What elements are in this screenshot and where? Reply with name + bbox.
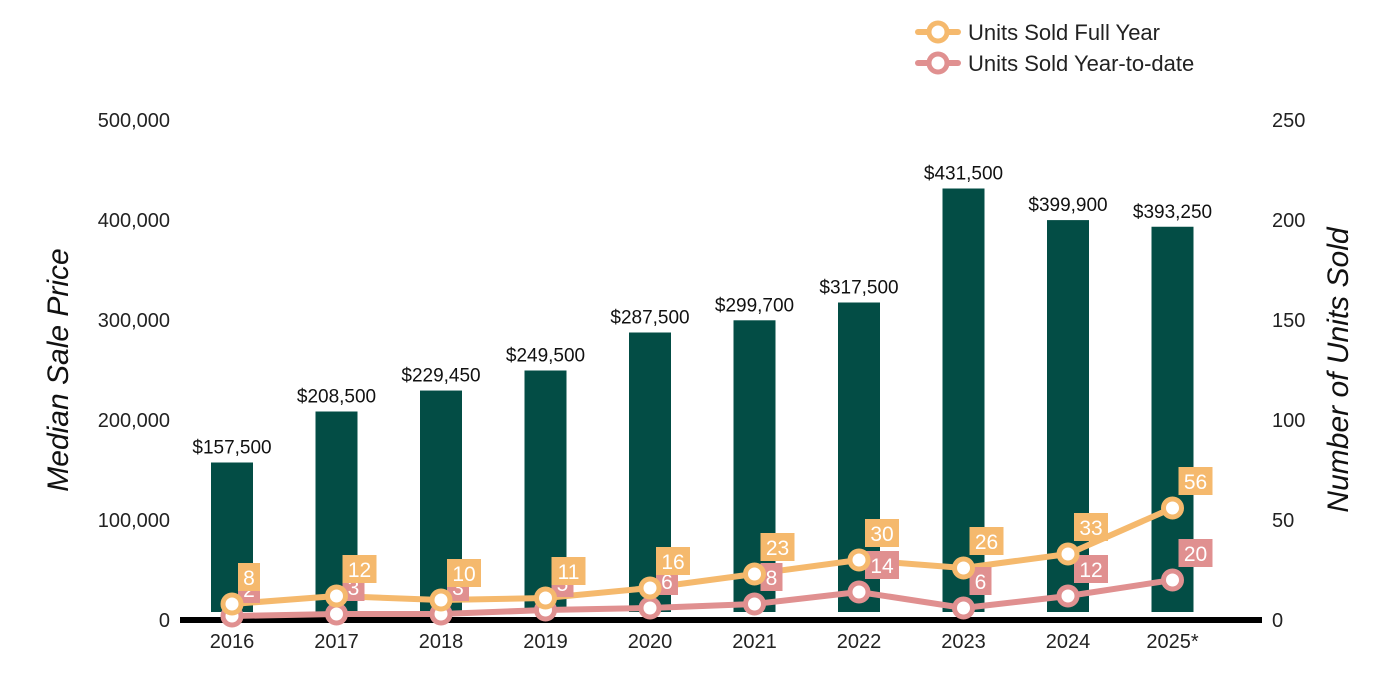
left-tick-label: 400,000 <box>98 210 170 232</box>
data-point <box>1161 496 1184 520</box>
point-label: 20 <box>1184 543 1207 566</box>
bar-value-label: $229,450 <box>401 366 480 387</box>
x-tick-label: 2024 <box>1046 631 1091 653</box>
legend-label: Units Sold Full Year <box>968 20 1160 45</box>
bar-value-label: $157,500 <box>192 438 271 459</box>
left-axis-ticks: 0 100,000 200,000 300,000 400,000 500,000 <box>98 110 170 632</box>
point-label-box <box>760 563 783 591</box>
point-label-box <box>865 551 899 579</box>
data-point <box>952 556 975 580</box>
point-label-box <box>551 557 586 585</box>
point-label-box <box>1074 555 1108 583</box>
x-tick-label: 2022 <box>837 631 882 653</box>
point-label-box <box>865 519 899 547</box>
point-label: 3 <box>452 577 464 600</box>
bar-value-label: $299,700 <box>715 295 794 316</box>
left-axis-title: Median Sale Price <box>42 248 75 491</box>
bar-series <box>211 188 1194 612</box>
point-label: 3 <box>348 577 360 600</box>
point-label: 8 <box>766 567 778 590</box>
point-label: 12 <box>348 559 371 582</box>
left-tick-label: 100,000 <box>98 510 170 532</box>
right-tick-label: 100 <box>1272 410 1305 432</box>
point-label: 14 <box>870 555 894 578</box>
point-label-box <box>342 555 377 583</box>
bar-value-label: $317,500 <box>819 278 898 299</box>
x-tick-label: 2021 <box>732 631 777 653</box>
data-point <box>1161 568 1184 592</box>
legend-label: Units Sold Year-to-date <box>968 51 1194 76</box>
right-tick-label: 250 <box>1272 110 1305 132</box>
bar-value-label: $431,500 <box>924 164 1003 185</box>
point-label: 6 <box>661 571 673 594</box>
data-point <box>952 596 975 620</box>
point-label: 11 <box>558 561 580 584</box>
x-tick-label: 2025* <box>1146 631 1198 653</box>
data-point <box>743 562 766 586</box>
bar-value-label: $399,900 <box>1028 195 1107 216</box>
bar-value-label: $393,250 <box>1133 202 1212 223</box>
point-label-box <box>656 547 690 575</box>
x-tick-label: 2019 <box>523 631 568 653</box>
bar-value-label: $208,500 <box>297 387 376 408</box>
right-tick-label: 200 <box>1272 210 1305 232</box>
point-label-box <box>447 559 481 587</box>
point-label-box <box>1074 513 1108 541</box>
point-label: 10 <box>452 563 475 586</box>
data-point <box>743 592 766 616</box>
x-tick-label: 2018 <box>419 631 464 653</box>
left-tick-label: 500,000 <box>98 110 170 132</box>
point-label: 6 <box>975 571 987 594</box>
point-label-box <box>1178 539 1213 567</box>
right-tick-label: 0 <box>1272 610 1283 632</box>
x-axis-ticks: 2016 2017 2018 2019 2020 2021 2022 2023 2024 2025… <box>210 631 1199 653</box>
data-point <box>429 588 453 612</box>
data-point <box>220 592 244 616</box>
data-point <box>1056 584 1080 608</box>
point-label-box <box>238 563 260 591</box>
line-series: 23356814612208121011162330263356 <box>220 467 1213 628</box>
x-tick-label: 2023 <box>941 631 986 653</box>
legend-marker <box>926 20 950 44</box>
point-label: 16 <box>661 551 684 574</box>
data-point <box>325 602 348 626</box>
series-line <box>229 577 1176 619</box>
bar-value-label: $249,500 <box>506 346 585 367</box>
data-point <box>325 584 348 608</box>
data-point <box>534 586 557 610</box>
left-tick-label: 300,000 <box>98 310 170 332</box>
point-label: 33 <box>1079 517 1102 540</box>
point-label: 56 <box>1184 471 1207 494</box>
bar-value-labels: $157,500 $208,500 $229,450 $249,500 $287,500… <box>192 164 1212 459</box>
x-tick-label: 2020 <box>628 631 673 653</box>
data-point <box>847 580 871 604</box>
left-tick-label: 0 <box>159 610 170 632</box>
data-point <box>847 548 871 572</box>
right-axis-title: Number of Units Sold <box>1322 226 1355 512</box>
data-point <box>638 596 662 620</box>
bar-value-label: $287,500 <box>610 308 689 329</box>
point-label-box <box>969 567 992 595</box>
point-label-box <box>760 533 795 561</box>
data-point <box>638 576 662 600</box>
point-label: 30 <box>870 523 893 546</box>
point-label: 12 <box>1079 559 1102 582</box>
left-tick-label: 200,000 <box>98 410 170 432</box>
point-label: 8 <box>243 567 255 590</box>
point-label: 26 <box>975 531 998 554</box>
x-tick-label: 2017 <box>314 631 359 653</box>
right-axis-ticks: 0 50 100 150 200 250 <box>1272 110 1305 632</box>
point-label-box <box>969 527 1004 555</box>
point-label: 23 <box>766 537 789 560</box>
legend: Units Sold Full Year Units Sold Year-to-d… <box>915 20 1194 76</box>
right-tick-label: 150 <box>1272 310 1305 332</box>
series-line <box>229 505 1176 607</box>
right-tick-label: 50 <box>1272 510 1294 532</box>
data-point <box>1056 542 1080 566</box>
x-tick-label: 2016 <box>210 631 255 653</box>
point-label-box <box>1178 467 1213 495</box>
legend-marker <box>926 51 950 75</box>
